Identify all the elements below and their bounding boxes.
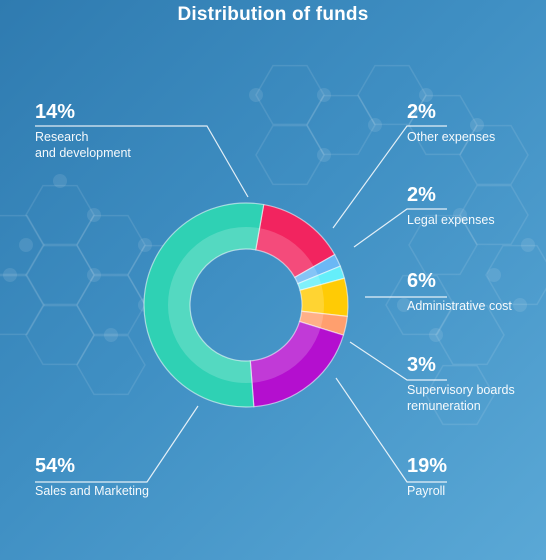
leader-line <box>349 341 447 381</box>
hexagon-shape <box>485 244 546 306</box>
pattern-dot <box>470 118 484 132</box>
pattern-dot <box>3 268 17 282</box>
hexagon-shape <box>306 94 376 156</box>
hexagon-shape <box>76 214 146 276</box>
label-payroll: 19% Payroll <box>407 455 447 499</box>
hexagon-shape <box>255 124 325 186</box>
inner-ring-highlight <box>168 227 324 383</box>
category-label: Administrative cost <box>407 299 512 313</box>
category-label: Research and development <box>35 130 131 160</box>
category-label: Sales and Marketing <box>35 484 149 498</box>
pattern-dot <box>487 268 501 282</box>
hexagon-shape <box>25 184 95 246</box>
leader-line <box>335 377 447 483</box>
leader-line <box>35 405 199 483</box>
hexagon-shape <box>408 214 478 276</box>
category-label: Legal expenses <box>407 213 495 227</box>
hexagon-shape <box>435 304 505 366</box>
pattern-dot <box>429 328 443 342</box>
hexagon-shape <box>385 274 455 336</box>
donut-slice <box>143 202 265 408</box>
pattern-dot <box>397 298 411 312</box>
hexagon-shape <box>255 64 325 126</box>
pattern-dot <box>19 238 33 252</box>
chart-title: Distribution of funds <box>177 4 369 25</box>
hexagon-shape <box>459 124 529 186</box>
label-research: 14% Research and development <box>35 101 131 161</box>
percent-label: 3% <box>407 354 436 376</box>
pattern-dot <box>521 238 535 252</box>
pattern-dot <box>453 208 467 222</box>
hexagon-shape <box>357 64 427 126</box>
label-legal-expenses: 2% Legal expenses <box>407 184 495 228</box>
pattern-dot <box>87 268 101 282</box>
percent-label: 14% <box>35 101 76 123</box>
hexagon-shape <box>425 364 495 426</box>
category-label: Other expenses <box>407 130 496 144</box>
percent-label: 54% <box>35 455 76 477</box>
pattern-dot <box>53 174 67 188</box>
pattern-dot <box>138 238 152 252</box>
leader-line <box>35 125 249 198</box>
pattern-dot <box>317 88 331 102</box>
pattern-dot <box>317 148 331 162</box>
pattern-dot <box>419 88 433 102</box>
pattern-dot <box>104 328 118 342</box>
hexagon-shape <box>0 214 45 276</box>
leader-line <box>353 208 447 248</box>
label-supervisory-boards: 3% Supervisory boards remuneration <box>407 354 515 414</box>
category-label: Supervisory boards remuneration <box>407 383 515 413</box>
label-other-expenses: 2% Other expenses <box>407 101 495 145</box>
percent-label: 19% <box>407 455 448 477</box>
hexagon-shape <box>408 94 478 156</box>
hexagon-shape <box>25 304 95 366</box>
hexagon-shape <box>76 334 146 396</box>
leader-line <box>332 125 447 229</box>
hexagon-shape <box>76 274 146 336</box>
pattern-dot <box>513 298 527 312</box>
percent-label: 2% <box>407 184 436 206</box>
label-administrative-cost: 6% Administrative cost <box>407 270 512 314</box>
pattern-dot <box>368 118 382 132</box>
percent-label: 6% <box>407 270 436 292</box>
hexagon-shape <box>459 184 529 246</box>
pattern-dot <box>87 208 101 222</box>
pattern-dot <box>249 88 263 102</box>
percent-label: 2% <box>407 101 436 123</box>
hexagon-shape <box>0 274 45 336</box>
label-sales-marketing: 54% Sales and Marketing <box>35 455 149 499</box>
category-label: Payroll <box>407 484 446 498</box>
hexagon-shape <box>25 244 95 306</box>
